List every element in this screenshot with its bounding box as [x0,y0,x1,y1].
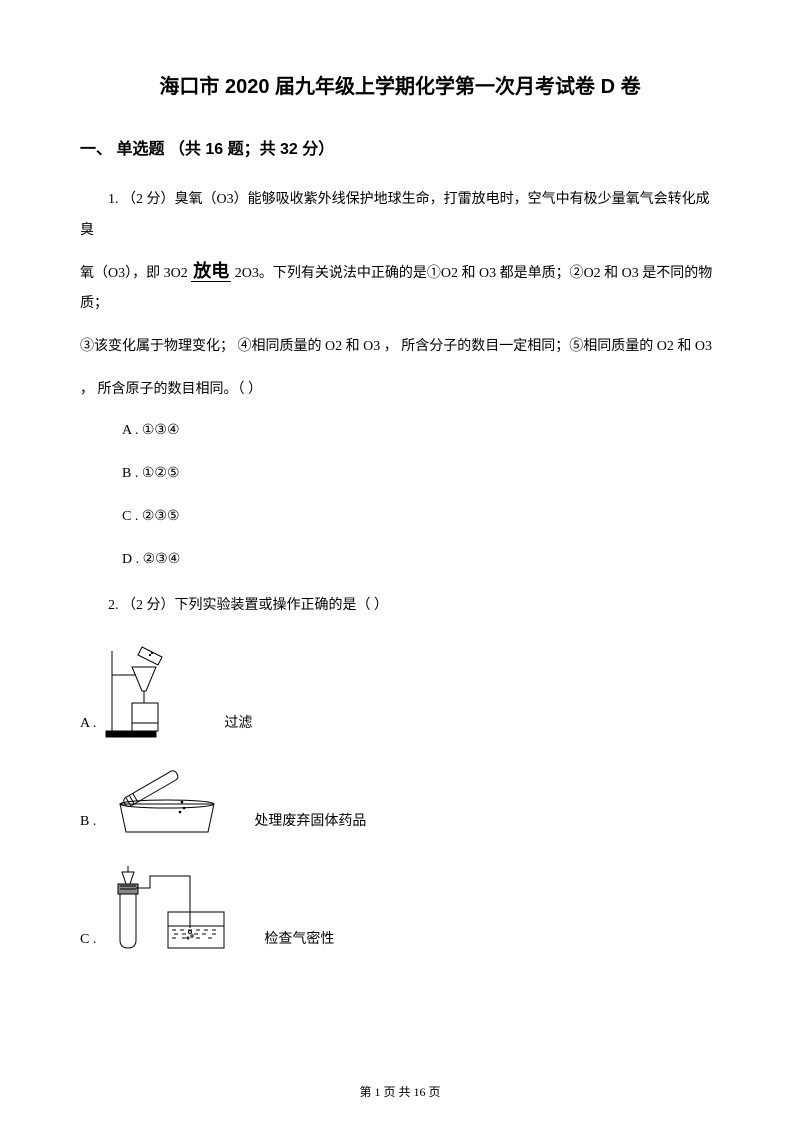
q1-option-c: C . ②③⑤ [122,504,720,529]
q1-stem-line4: ， 所含原子的数目相同。（ ） [80,375,720,406]
section-header: 一、 单选题 （共 16 题；共 32 分） [80,135,720,159]
q1-stem-line3: ③该变化属于物理变化； ④相同质量的 O2 和 O3 ， 所含分子的数目一定相同… [80,332,720,363]
q2-a-label: 过滤 [224,711,252,740]
q2-b-label: 处理废弃固体药品 [254,809,366,838]
airtightness-figure [102,866,242,956]
q2-option-b: B . [80,768,720,838]
q2-stem: 2. （2 分）下列实验装置或操作正确的是（ ） [80,591,720,622]
q2-option-c: C . [80,866,720,956]
page-footer: 第 1 页 共 16 页 [0,1083,800,1100]
filtration-figure [102,645,202,740]
waste-disposal-figure [102,768,232,838]
q1-option-b: B . ①②⑤ [122,461,720,486]
page-title: 海口市 2020 届九年级上学期化学第一次月考试卷 D 卷 [80,70,720,99]
q2-c-label: 检查气密性 [264,927,334,956]
q1-stem-line1: 1. （2 分）臭氧（O3）能够吸收紫外线保护地球生命，打雷放电时，空气中有极少… [80,185,720,247]
q1-options: A . ①③④ B . ①②⑤ C . ②③⑤ D . ②③④ [122,418,720,573]
q1-option-d: D . ②③④ [122,547,720,572]
q2-c-letter: C . [80,927,96,956]
q2-b-letter: B . [80,809,96,838]
q2-option-a: A . [80,645,720,740]
q1-stem-b1: 氧（O3），即 3O2 [80,266,191,281]
q2-options: A . [80,645,720,956]
q2-a-letter: A . [80,711,96,740]
q1-option-a: A . ①③④ [122,418,720,443]
reaction-condition: 放电 [191,262,231,283]
q1-stem-line2: 氧（O3），即 3O2 放电 2O3。下列有关说法中正确的是①O2 和 O3 都… [80,259,720,321]
